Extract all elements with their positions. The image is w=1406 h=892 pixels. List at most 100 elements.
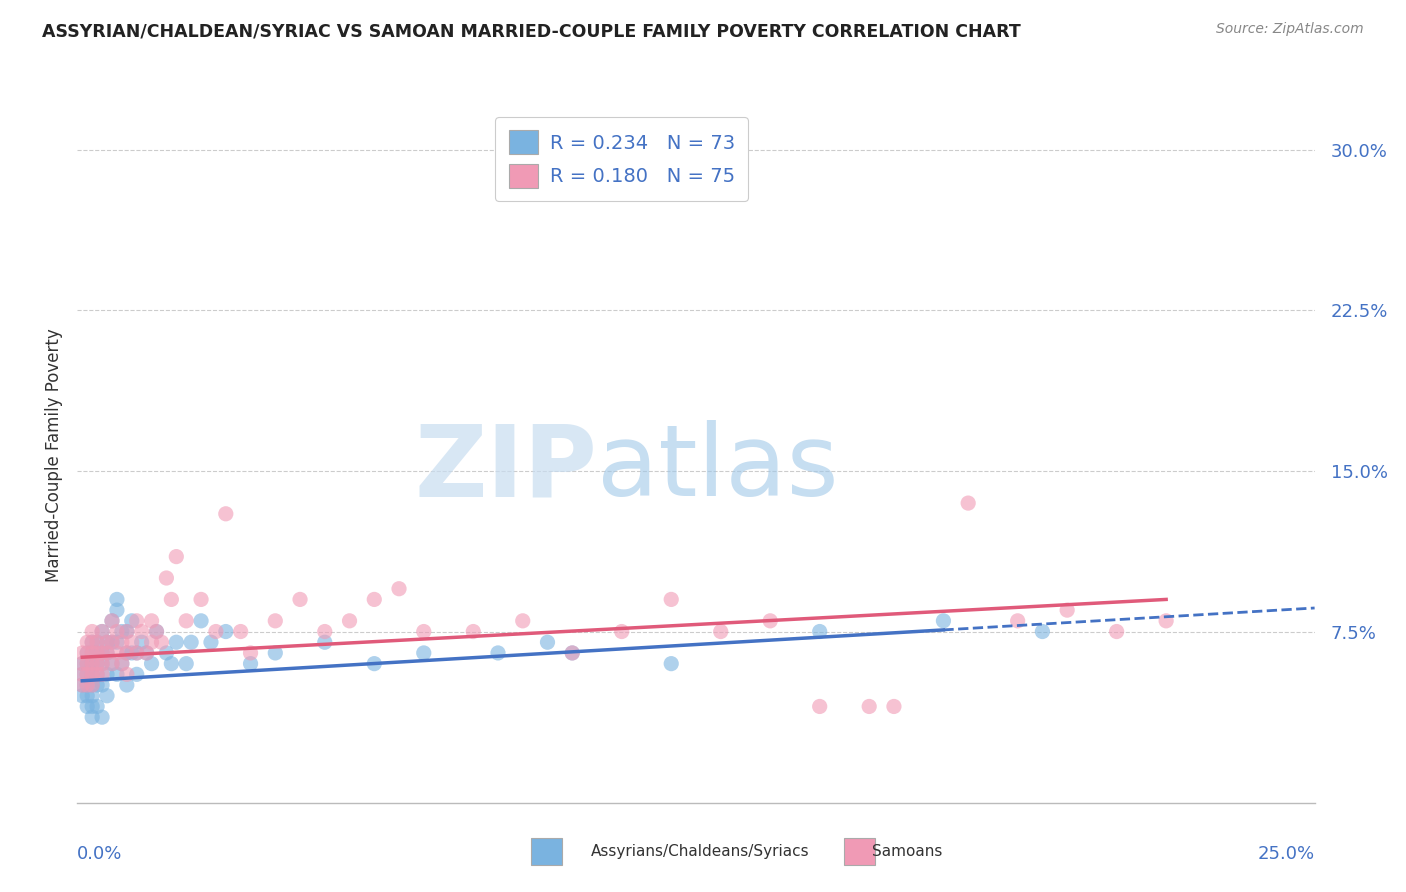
- Point: [190, 614, 212, 628]
- Point: [115, 624, 138, 639]
- Point: [125, 667, 148, 681]
- Point: [76, 657, 98, 671]
- Point: [1031, 624, 1053, 639]
- Point: [165, 549, 187, 564]
- Point: [91, 646, 114, 660]
- Point: [808, 699, 831, 714]
- Point: [76, 667, 98, 681]
- Point: [155, 646, 177, 660]
- Point: [72, 667, 94, 681]
- Point: [135, 646, 157, 660]
- Point: [82, 635, 104, 649]
- Point: [76, 657, 98, 671]
- Point: [135, 646, 157, 660]
- Point: [883, 699, 905, 714]
- Point: [190, 592, 212, 607]
- Point: [125, 646, 148, 660]
- Point: [72, 657, 94, 671]
- Point: [463, 624, 485, 639]
- Point: [101, 614, 124, 628]
- Point: [1105, 624, 1128, 639]
- Point: [141, 635, 163, 649]
- Point: [105, 603, 128, 617]
- Point: [121, 646, 143, 660]
- Point: [96, 646, 118, 660]
- Point: [91, 710, 114, 724]
- Y-axis label: Married-Couple Family Poverty: Married-Couple Family Poverty: [45, 328, 63, 582]
- Point: [111, 657, 134, 671]
- Point: [205, 624, 228, 639]
- Point: [759, 614, 782, 628]
- Point: [659, 592, 682, 607]
- Point: [125, 646, 148, 660]
- Point: [86, 667, 108, 681]
- Point: [808, 624, 831, 639]
- Point: [610, 624, 633, 639]
- Point: [72, 678, 94, 692]
- FancyBboxPatch shape: [531, 838, 562, 865]
- Point: [101, 614, 124, 628]
- Point: [82, 667, 104, 681]
- Text: 0.0%: 0.0%: [77, 845, 122, 863]
- Point: [264, 646, 287, 660]
- Point: [96, 646, 118, 660]
- Point: [82, 667, 104, 681]
- Point: [86, 678, 108, 692]
- Point: [412, 624, 434, 639]
- Point: [160, 657, 183, 671]
- Point: [86, 657, 108, 671]
- Point: [86, 635, 108, 649]
- Point: [536, 635, 558, 649]
- Point: [229, 624, 252, 639]
- Point: [76, 646, 98, 660]
- Text: ASSYRIAN/CHALDEAN/SYRIAC VS SAMOAN MARRIED-COUPLE FAMILY POVERTY CORRELATION CHA: ASSYRIAN/CHALDEAN/SYRIAC VS SAMOAN MARRI…: [42, 22, 1021, 40]
- Point: [86, 667, 108, 681]
- Point: [288, 592, 311, 607]
- Point: [86, 635, 108, 649]
- Text: Assyrians/Chaldeans/Syriacs: Assyrians/Chaldeans/Syriacs: [591, 845, 808, 859]
- Point: [264, 614, 287, 628]
- Point: [82, 678, 104, 692]
- Point: [180, 635, 202, 649]
- Point: [76, 678, 98, 692]
- Point: [932, 614, 955, 628]
- Point: [101, 635, 124, 649]
- Point: [105, 624, 128, 639]
- Point: [125, 614, 148, 628]
- Point: [82, 678, 104, 692]
- Point: [339, 614, 361, 628]
- Point: [160, 592, 183, 607]
- Point: [96, 667, 118, 681]
- Point: [101, 657, 124, 671]
- Point: [105, 592, 128, 607]
- Point: [96, 635, 118, 649]
- Text: Source: ZipAtlas.com: Source: ZipAtlas.com: [1216, 22, 1364, 37]
- Point: [858, 699, 880, 714]
- Point: [76, 699, 98, 714]
- Point: [215, 624, 238, 639]
- Point: [115, 667, 138, 681]
- Point: [91, 657, 114, 671]
- Point: [91, 657, 114, 671]
- Point: [512, 614, 534, 628]
- Point: [412, 646, 434, 660]
- Point: [363, 592, 385, 607]
- Point: [76, 689, 98, 703]
- Point: [141, 657, 163, 671]
- Legend: R = 0.234   N = 73, R = 0.180   N = 75: R = 0.234 N = 73, R = 0.180 N = 75: [495, 117, 748, 202]
- Point: [86, 657, 108, 671]
- Point: [111, 635, 134, 649]
- Point: [710, 624, 733, 639]
- Point: [486, 646, 509, 660]
- Point: [82, 710, 104, 724]
- Point: [239, 657, 262, 671]
- Point: [82, 646, 104, 660]
- Point: [72, 667, 94, 681]
- Point: [82, 635, 104, 649]
- Point: [111, 624, 134, 639]
- Point: [76, 635, 98, 649]
- Point: [561, 646, 583, 660]
- Point: [174, 614, 197, 628]
- Point: [1154, 614, 1177, 628]
- Point: [115, 646, 138, 660]
